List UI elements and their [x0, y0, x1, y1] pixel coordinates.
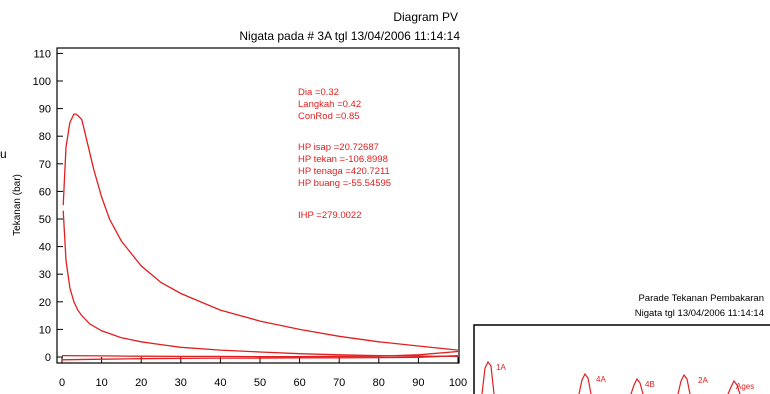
y-tick-label: 50: [39, 214, 51, 226]
y-tick-label: 80: [39, 131, 51, 143]
y-tick-label: 10: [39, 324, 51, 336]
x-tick-label: 80: [373, 377, 385, 389]
x-axis-ticks: 0 10 20 30 40 50 60 70 80 90 100: [59, 357, 467, 389]
x-tick-label: 50: [254, 377, 266, 389]
parade-chart-subtitle: Nigata tgl 13/04/2006 11:14:14: [635, 308, 764, 319]
parade-peak: [727, 379, 741, 394]
annotation-line: HP isap =20.72687: [298, 142, 379, 153]
annotation-line: HP tenaga =420.7211: [298, 166, 390, 177]
y-tick-label: 60: [39, 186, 51, 198]
x-tick-label: 0: [59, 377, 65, 389]
annotation-line: IHP =279.0022: [298, 210, 361, 221]
x-tick-label: 10: [95, 377, 107, 389]
y-axis-label: Tekanan (bar): [12, 174, 23, 236]
parade-cylinder-label: Ages: [736, 382, 754, 391]
parade-chart-frame: [473, 324, 770, 394]
y-tick-label: 30: [39, 269, 51, 281]
chart-subtitle: Nigata pada # 3A tgl 13/04/2006 11:14:14: [239, 29, 460, 43]
x-tick-label: 20: [135, 377, 147, 389]
y-tick-label: 40: [39, 242, 51, 254]
series-layer: [61, 113, 459, 361]
x-tick-label: 40: [214, 377, 226, 389]
x-tick-label: 90: [412, 377, 424, 389]
edge-fragment: u: [0, 147, 7, 161]
pv-series-line-4: [61, 354, 459, 361]
x-tick-label: 70: [333, 377, 345, 389]
x-tick-label: 100: [449, 377, 467, 389]
y-tick-label: 100: [33, 76, 51, 88]
parade-peak: [578, 372, 592, 394]
x-tick-label: 30: [175, 377, 187, 389]
y-tick-label: 70: [39, 159, 51, 171]
parade-cylinder-label: 4A: [596, 375, 606, 384]
parade-peak: [677, 373, 691, 394]
y-axis-ticks: 0 10 20 30 40 50 60 70 80 90 100 110: [33, 48, 63, 364]
parade-chart-title: Parade Tekanan Pembakaran: [638, 293, 764, 304]
parade-series: 1A 4A 4B 2A Ages: [481, 360, 754, 394]
pv-series-line-2: [62, 210, 459, 358]
annotation-line: HP tekan =-106.8998: [298, 154, 388, 165]
y-tick-label: 110: [33, 48, 51, 60]
annotation-line: Dia =0.32: [298, 87, 339, 98]
pv-series-line-1: [62, 113, 459, 351]
annotation-line: HP buang =-55.54595: [298, 178, 391, 189]
pv-series-line-3: [61, 350, 459, 358]
y-tick-label: 20: [39, 297, 51, 309]
parade-cylinder-label: 1A: [496, 363, 506, 372]
x-tick-label: 60: [293, 377, 305, 389]
plot-frame: [56, 47, 460, 364]
chart-title: Diagram PV: [393, 10, 458, 24]
annotation-line: Langkah =0.42: [298, 99, 361, 110]
y-tick-label: 0: [45, 352, 51, 364]
annotation-line: ConRod =0.85: [298, 111, 360, 122]
parade-cylinder-label: 4B: [645, 380, 655, 389]
parade-peak: [481, 360, 495, 394]
y-tick-label: 90: [39, 104, 51, 116]
parade-cylinder-label: 2A: [698, 376, 708, 385]
parade-peak: [630, 377, 644, 394]
